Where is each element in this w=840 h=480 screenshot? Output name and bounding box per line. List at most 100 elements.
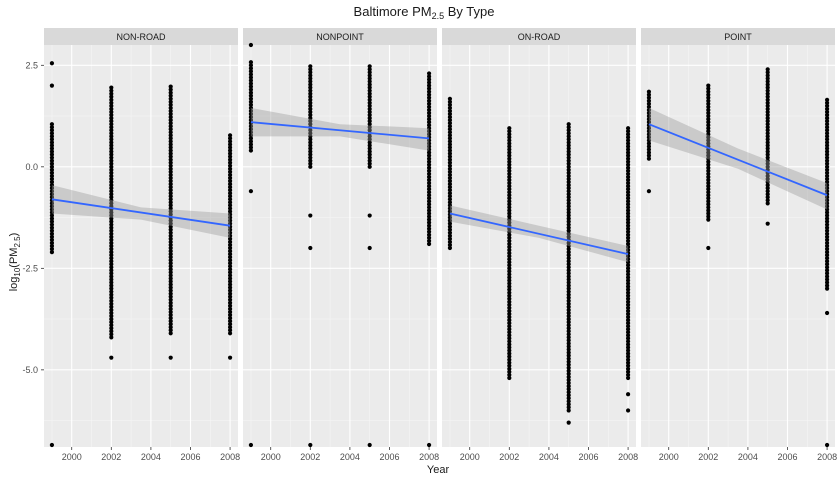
data-point [109,94,114,99]
x-tick-label: 2000 [460,452,480,462]
data-point [168,306,173,312]
data-point [168,194,173,199]
data-point [367,119,372,124]
data-point [507,171,512,177]
data-point [566,167,571,172]
data-point [248,442,254,448]
data-point [109,256,114,261]
data-point [109,140,114,145]
data-point [706,153,711,158]
data-point [824,253,830,258]
data-point [367,122,372,127]
data-point [49,83,55,88]
data-point [367,109,372,115]
data-point [566,146,571,151]
data-point [566,170,571,176]
x-tick-label: 2002 [499,452,519,462]
data-point [566,249,571,255]
data-point [646,120,652,125]
data-point [507,235,512,240]
data-point [566,246,571,252]
data-point [507,287,512,292]
data-point [168,102,173,107]
x-tick-label: 2004 [738,452,758,462]
data-point [625,162,631,167]
data-point [625,366,631,371]
x-tick-label: 2002 [300,452,320,462]
data-point [625,174,631,180]
y-tick-label: 0.0 [25,162,38,172]
data-point [625,247,631,253]
data-point [109,164,114,169]
data-point [426,120,432,125]
trend-line [250,121,430,140]
data-point [507,229,512,234]
data-point [566,140,571,145]
data-point [765,97,770,102]
data-point [706,150,711,155]
data-point [706,211,711,216]
data-point [227,136,233,141]
data-point [566,182,571,188]
data-point [49,149,55,154]
data-point [566,320,571,325]
x-tick-label: 2008 [220,452,240,462]
x-tick-label: 2008 [618,452,638,462]
data-point [566,283,571,288]
data-point [308,82,313,87]
data-point [367,94,372,99]
data-point [227,218,233,223]
data-point [507,211,512,216]
data-point [168,273,173,278]
data-point [507,324,512,329]
data-point [824,225,830,230]
data-point [109,222,114,227]
data-point [447,215,453,220]
data-point [646,107,652,113]
data-point [426,95,432,100]
data-point [447,203,453,208]
data-point [625,211,631,216]
data-point [507,254,512,259]
data-point [447,236,453,241]
data-point [625,257,631,262]
data-point [824,201,830,206]
data-point [49,182,55,188]
data-point [765,158,770,163]
data-point [566,396,571,401]
data-point [706,107,711,113]
data-point [49,237,55,243]
data-point [109,283,114,288]
data-point [426,129,432,134]
data-point [447,227,453,232]
data-point [566,222,571,227]
data-point [168,264,173,269]
data-point [168,255,173,260]
data-point [625,354,631,359]
data-point [646,89,652,94]
data-point [426,92,432,97]
data-point [426,187,432,192]
data-point [625,144,631,149]
data-point [447,230,453,235]
data-point [566,219,571,224]
data-point [367,106,372,112]
data-point [507,199,512,204]
data-point [248,145,254,150]
data-point [447,139,453,144]
data-point [706,141,711,146]
data-point [824,164,830,169]
data-point [507,205,512,210]
data-point [566,161,571,166]
panel-background [243,45,437,447]
data-point [566,286,571,291]
data-point [566,158,571,163]
data-point [447,133,453,138]
data-point [227,203,233,208]
data-point [227,215,233,220]
data-point [507,147,512,152]
confidence-band [51,185,231,238]
data-point [248,96,254,101]
data-point [109,231,114,236]
data-point [625,177,631,183]
